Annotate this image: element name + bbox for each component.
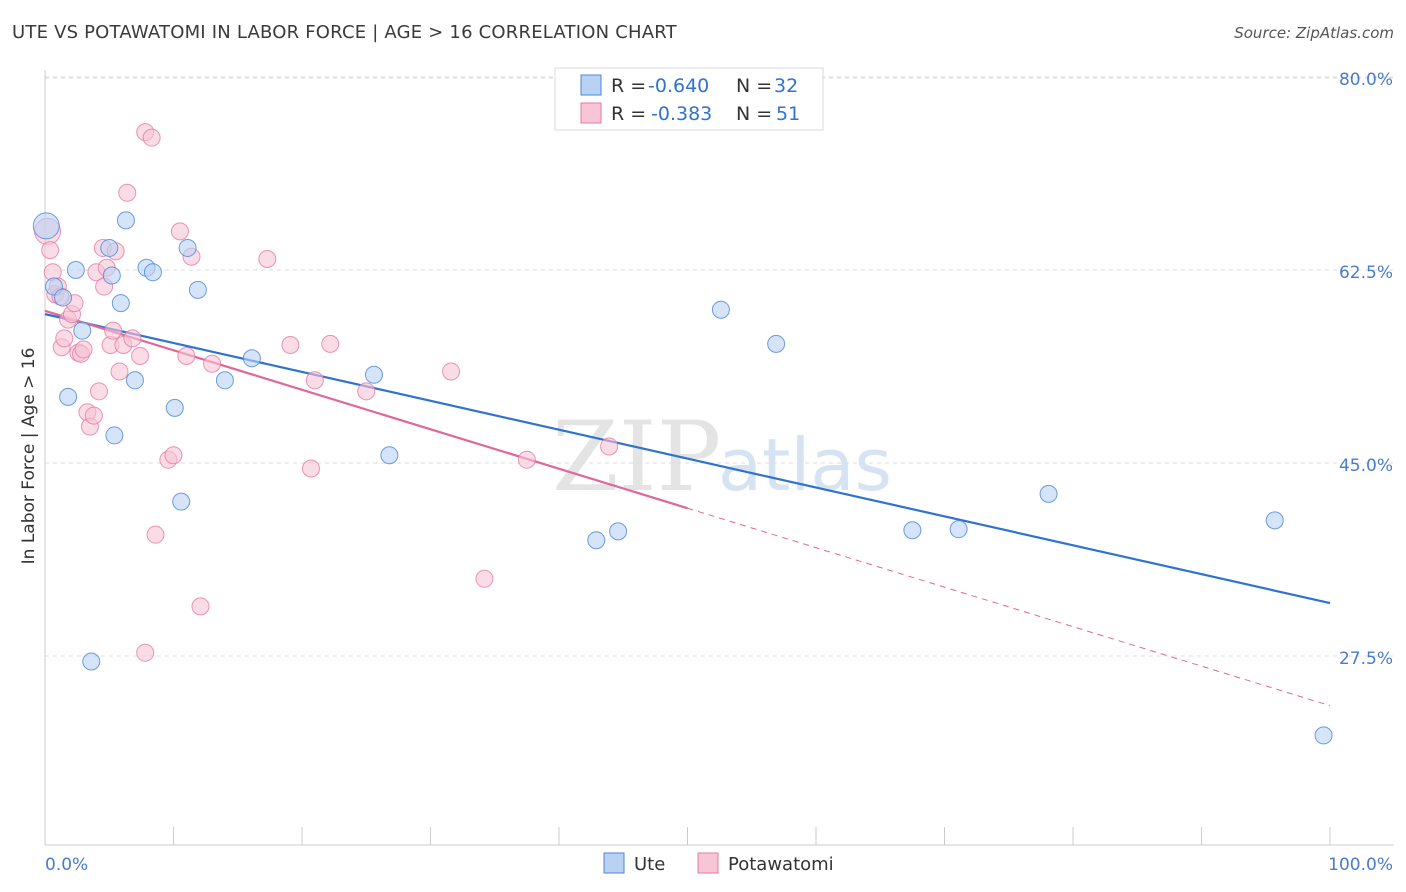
point-ute-10 bbox=[111, 294, 130, 313]
point-ute-8 bbox=[100, 238, 119, 257]
legend-ute-r-value: -0.640 bbox=[648, 75, 709, 97]
point-ute-21 bbox=[364, 365, 383, 384]
bottom-legend-label-ute: Ute bbox=[634, 854, 665, 875]
axes bbox=[44, 70, 1394, 846]
point-ute-12 bbox=[125, 371, 144, 390]
trend-lines bbox=[44, 309, 1331, 707]
point-ute-7 bbox=[102, 266, 121, 285]
point-potawatomi-31 bbox=[146, 525, 165, 544]
x-tick-labels: 0.0% 100.0% bbox=[45, 855, 1393, 875]
legend-swatch-ute bbox=[580, 74, 602, 96]
bottom-legend-swatch-potawatomi bbox=[697, 852, 719, 874]
y-tick-labels: 27.5% 45.0% 62.5% 80.0% bbox=[1339, 70, 1393, 669]
point-potawatomi-24 bbox=[110, 362, 129, 381]
point-potawatomi-12 bbox=[74, 340, 93, 359]
x-tick-label-1: 100.0% bbox=[1328, 855, 1393, 875]
point-ute-23 bbox=[587, 531, 606, 550]
stats-legend: R = -0.640 N = 32 R = -0.383 N = 51 bbox=[554, 67, 824, 131]
point-ute-27 bbox=[903, 521, 922, 540]
point-potawatomi-26 bbox=[118, 183, 137, 202]
point-ute-0 bbox=[32, 212, 60, 240]
point-ute-28 bbox=[949, 520, 968, 539]
point-potawatomi-41 bbox=[301, 459, 320, 478]
legend-pot-r-value: -0.383 bbox=[651, 103, 712, 125]
point-potawatomi-15 bbox=[84, 406, 103, 425]
point-ute-29 bbox=[1039, 484, 1058, 503]
point-ute-17 bbox=[178, 238, 197, 257]
bottom-legend-label-potawatomi: Potawatomi bbox=[728, 854, 834, 875]
grid-lines bbox=[45, 76, 1394, 657]
point-ute-30 bbox=[1265, 511, 1284, 530]
point-ute-4 bbox=[66, 261, 85, 279]
point-ute-14 bbox=[143, 263, 162, 282]
point-ute-6 bbox=[82, 652, 101, 671]
series-legend: Ute Potawatomi bbox=[603, 852, 834, 875]
point-ute-15 bbox=[165, 398, 184, 417]
point-potawatomi-47 bbox=[517, 450, 536, 469]
point-potawatomi-27 bbox=[123, 329, 142, 348]
point-ute-24 bbox=[609, 522, 628, 541]
x-tick-label-0: 0.0% bbox=[45, 855, 88, 875]
point-ute-16 bbox=[172, 492, 191, 511]
point-ute-22 bbox=[380, 446, 399, 465]
y-tick-label-2: 62.5% bbox=[1339, 263, 1393, 283]
point-ute-3 bbox=[59, 387, 78, 406]
point-ute-31 bbox=[1314, 726, 1333, 745]
y-tick-label-3: 80.0% bbox=[1339, 70, 1393, 90]
trend-line-potawatomi-extension bbox=[687, 507, 1331, 707]
legend-ute-r-label: R = bbox=[611, 75, 646, 97]
point-potawatomi-48 bbox=[600, 437, 619, 456]
legend-swatch-potawatomi bbox=[580, 102, 602, 124]
point-potawatomi-42 bbox=[305, 371, 324, 390]
legend-pot-r-label: R = bbox=[611, 103, 646, 125]
point-ute-20 bbox=[242, 349, 261, 368]
point-potawatomi-46 bbox=[475, 569, 494, 588]
point-ute-26 bbox=[767, 334, 786, 353]
point-potawatomi-28 bbox=[131, 347, 150, 366]
y-axis-label: In Labor Force | Age > 16 bbox=[19, 348, 39, 565]
point-potawatomi-35 bbox=[177, 347, 196, 366]
trend-line-ute bbox=[44, 313, 1331, 605]
point-potawatomi-45 bbox=[442, 362, 461, 381]
trend-line-potawatomi bbox=[44, 309, 688, 510]
watermark-zip: ZIP bbox=[552, 401, 721, 513]
point-potawatomi-49 bbox=[136, 643, 155, 662]
point-ute-19 bbox=[215, 371, 234, 390]
point-potawatomi-44 bbox=[357, 382, 376, 401]
point-potawatomi-40 bbox=[281, 335, 300, 354]
watermark: ZIP atlas bbox=[552, 401, 892, 513]
point-ute-18 bbox=[188, 280, 207, 299]
point-potawatomi-30 bbox=[142, 128, 161, 147]
point-ute-5 bbox=[73, 321, 92, 340]
y-tick-label-0: 27.5% bbox=[1339, 649, 1393, 669]
point-ute-11 bbox=[116, 211, 135, 230]
y-tick-label-1: 45.0% bbox=[1339, 456, 1393, 476]
point-potawatomi-43 bbox=[321, 334, 340, 353]
legend-pot-n-label: N = bbox=[736, 103, 772, 125]
point-potawatomi-34 bbox=[170, 222, 189, 241]
bottom-legend-swatch-ute bbox=[603, 852, 625, 874]
point-potawatomi-33 bbox=[164, 446, 183, 465]
point-potawatomi-22 bbox=[104, 321, 123, 340]
point-potawatomi-38 bbox=[203, 354, 222, 373]
point-potawatomi-6 bbox=[55, 329, 74, 348]
point-potawatomi-37 bbox=[191, 597, 210, 616]
legend-pot-n-value: 51 bbox=[776, 103, 800, 125]
point-potawatomi-1 bbox=[41, 241, 60, 260]
legend-ute-n-value: 32 bbox=[774, 75, 798, 97]
point-ute-2 bbox=[53, 288, 72, 307]
point-potawatomi-39 bbox=[258, 249, 277, 268]
watermark-atlas: atlas bbox=[718, 423, 892, 507]
legend-ute-n-label: N = bbox=[736, 75, 772, 97]
data-points bbox=[32, 123, 1333, 745]
chart-source: Source: ZipAtlas.com bbox=[1234, 24, 1394, 42]
point-ute-25 bbox=[711, 300, 730, 319]
point-potawatomi-17 bbox=[89, 382, 108, 401]
point-ute-9 bbox=[105, 426, 124, 445]
chart-title: UTE VS POTAWATOMI IN LABOR FORCE | AGE >… bbox=[12, 22, 677, 43]
